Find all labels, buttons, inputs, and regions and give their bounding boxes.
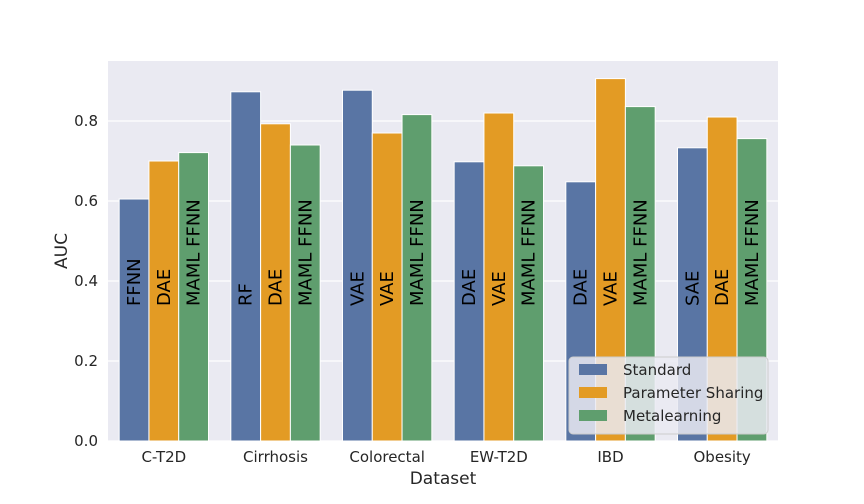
bar-label: MAML FFNN bbox=[184, 199, 205, 306]
bar-label: VAE bbox=[489, 271, 510, 306]
legend-label: Metalearning bbox=[623, 407, 721, 425]
y-axis-ticks: 0.0 0.2 0.4 0.6 0.8 bbox=[74, 112, 98, 450]
bar-labels: FFNN DAE MAML FFNN RF DAE MAML FFNN VAE VAE MAML… bbox=[124, 199, 763, 306]
legend-label: Parameter Sharing bbox=[623, 384, 763, 402]
bar bbox=[371, 132, 403, 442]
bar-label: DAE bbox=[712, 269, 733, 306]
bar bbox=[118, 198, 150, 442]
x-tick-label: IBD bbox=[597, 448, 623, 466]
x-tick-label: Colorectal bbox=[349, 448, 425, 466]
x-tick-label: Obesity bbox=[694, 448, 751, 466]
y-tick-label: 0.0 bbox=[74, 432, 98, 450]
bar bbox=[342, 89, 373, 442]
legend: Standard Parameter Sharing Metalearning bbox=[568, 356, 769, 435]
bar bbox=[178, 152, 210, 442]
legend-box bbox=[568, 356, 769, 435]
bar-label: VAE bbox=[347, 271, 368, 306]
bar bbox=[483, 112, 515, 442]
y-tick-label: 0.4 bbox=[74, 272, 98, 290]
bar-label: VAE bbox=[601, 271, 622, 306]
bar-label: FFNN bbox=[124, 258, 145, 306]
y-tick-label: 0.2 bbox=[74, 352, 98, 370]
bar-label: DAE bbox=[154, 269, 175, 306]
legend-label: Standard bbox=[623, 361, 691, 379]
bar-label: DAE bbox=[266, 269, 287, 306]
bar-label: MAML FFNN bbox=[407, 199, 428, 306]
legend-swatch bbox=[579, 387, 607, 398]
bar-label: DAE bbox=[459, 269, 480, 306]
x-axis-ticks: C-T2D Cirrhosis Colorectal EW-T2D IBD Obesity bbox=[141, 448, 750, 466]
x-axis-label: Dataset bbox=[410, 469, 477, 489]
bar-label: VAE bbox=[377, 271, 398, 306]
x-tick-label: EW-T2D bbox=[470, 448, 528, 466]
gridlines bbox=[108, 120, 778, 442]
bar-label: MAML FFNN bbox=[519, 199, 540, 306]
bar-label: RF bbox=[236, 283, 257, 306]
bar-label: SAE bbox=[682, 271, 703, 306]
bar-label: DAE bbox=[571, 269, 592, 306]
bar bbox=[289, 144, 321, 442]
x-tick-label: C-T2D bbox=[141, 448, 186, 466]
bar bbox=[401, 114, 433, 442]
bar-label: MAML FFNN bbox=[295, 199, 316, 306]
legend-swatch bbox=[579, 410, 607, 421]
bar bbox=[230, 91, 262, 442]
bar bbox=[148, 160, 180, 442]
y-tick-label: 0.6 bbox=[74, 192, 98, 210]
legend-swatch bbox=[579, 364, 607, 375]
x-tick-label: Cirrhosis bbox=[243, 448, 308, 466]
bar-label: MAML FFNN bbox=[630, 199, 651, 306]
bar-label: MAML FFNN bbox=[742, 199, 763, 306]
bar bbox=[513, 165, 545, 442]
y-tick-label: 0.8 bbox=[74, 112, 98, 130]
y-axis-label: AUC bbox=[52, 233, 72, 269]
